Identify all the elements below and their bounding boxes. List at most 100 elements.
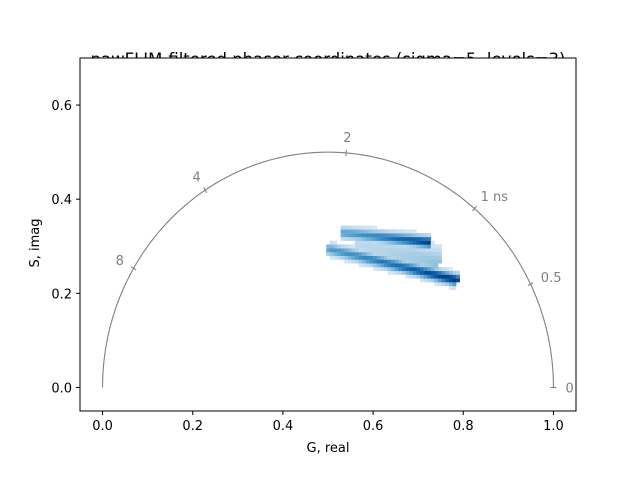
heatmap-cell xyxy=(434,255,439,260)
heatmap-cell xyxy=(405,229,410,234)
heatmap-cell xyxy=(405,248,410,253)
heatmap-cell xyxy=(427,251,432,256)
heatmap-cell xyxy=(430,255,435,260)
heatmap-cell xyxy=(423,233,428,238)
heatmap-cell xyxy=(409,233,414,238)
heatmap-cell xyxy=(369,263,374,268)
heatmap-cell xyxy=(409,251,414,256)
heatmap-cell xyxy=(355,255,359,260)
heatmap-cell xyxy=(358,244,363,249)
heatmap-cell xyxy=(355,251,359,256)
heatmap-cell xyxy=(398,248,403,253)
heatmap-cell xyxy=(416,266,421,272)
heatmap-cell xyxy=(405,236,410,241)
heatmap-cell xyxy=(456,274,460,279)
heatmap-cell xyxy=(434,266,439,272)
lifetime-tick xyxy=(472,205,477,212)
heatmap-cell xyxy=(391,244,396,249)
heatmap-cell xyxy=(405,263,410,268)
heatmap-cell xyxy=(376,266,381,272)
heatmap-cell xyxy=(401,236,406,241)
heatmap-cell xyxy=(434,244,439,249)
heatmap-cell xyxy=(355,259,359,264)
heatmap-cell xyxy=(434,278,439,283)
heatmap-cell xyxy=(351,248,356,253)
heatmap-cell xyxy=(452,274,457,279)
heatmap-cell xyxy=(329,248,334,253)
heatmap-cell xyxy=(391,236,396,241)
heatmap-cell xyxy=(434,259,439,264)
heatmap-cell xyxy=(398,266,403,272)
heatmap-cell xyxy=(452,278,457,283)
heatmap-cell xyxy=(358,263,363,268)
heatmap-cell xyxy=(344,225,349,230)
heatmap-cell xyxy=(394,259,399,264)
heatmap-cell xyxy=(423,266,428,272)
heatmap-cell xyxy=(326,251,331,256)
heatmap-cell xyxy=(347,255,352,260)
heatmap-cell xyxy=(409,270,414,275)
heatmap-cell xyxy=(419,244,424,249)
heatmap-cell xyxy=(438,259,442,264)
heatmap-cell xyxy=(438,282,442,287)
universal-circle: 0 0.5 1 ns 2 4 8 xyxy=(102,131,574,396)
heatmap-cell xyxy=(369,229,374,234)
heatmap-cell xyxy=(441,274,446,279)
heatmap-cell xyxy=(351,251,356,256)
heatmap-cell xyxy=(362,236,367,241)
heatmap-cell xyxy=(369,240,374,245)
heatmap-cell xyxy=(412,240,417,245)
heatmap-cell xyxy=(383,248,388,253)
heatmap-cell xyxy=(333,255,338,260)
heatmap-cell xyxy=(376,244,381,249)
heatmap-cell xyxy=(419,255,424,260)
heatmap-cell xyxy=(351,233,356,238)
heatmap-cell xyxy=(419,251,424,256)
heatmap-cell xyxy=(380,244,385,249)
heatmap-cell xyxy=(456,270,460,275)
heatmap-cell xyxy=(398,259,403,264)
heatmap-cell xyxy=(351,236,356,241)
heatmap-cell xyxy=(376,236,381,241)
heatmap-cell xyxy=(376,248,381,253)
heatmap-cell xyxy=(391,259,396,264)
lifetime-label: 1 ns xyxy=(481,190,509,205)
heatmap-cell xyxy=(430,251,435,256)
heatmap-cell xyxy=(412,248,417,253)
heatmap-cell xyxy=(355,229,359,234)
heatmap-cell xyxy=(438,270,442,275)
heatmap-cell xyxy=(416,236,421,241)
heatmap-cell xyxy=(380,263,385,268)
heatmap-cell xyxy=(376,240,381,245)
heatmap-cell xyxy=(387,236,392,241)
heatmap-cell xyxy=(373,233,377,238)
y-tick-label: 0.2 xyxy=(51,287,72,302)
heatmap-cell xyxy=(387,270,392,275)
lifetime-label: 4 xyxy=(192,171,200,186)
x-tick-label: 0.6 xyxy=(363,419,384,434)
heatmap-cell xyxy=(398,240,403,245)
heatmap-cell xyxy=(427,233,432,238)
heatmap-cell xyxy=(344,236,349,241)
heatmap-cell xyxy=(438,251,442,256)
heatmap-cell xyxy=(394,240,399,245)
heatmap-cell xyxy=(416,263,421,268)
heatmap-cell xyxy=(398,236,403,241)
heatmap-cell xyxy=(373,259,377,264)
lifetime-tick xyxy=(203,187,208,193)
heatmap-cell xyxy=(452,285,457,290)
heatmap-cell xyxy=(441,266,446,272)
heatmap-cell xyxy=(373,244,377,249)
heatmap-cell xyxy=(401,255,406,260)
y-tick-label: 0.6 xyxy=(51,99,72,114)
heatmap-cell xyxy=(401,270,406,275)
heatmap-cell xyxy=(337,244,341,249)
heatmap-cell xyxy=(412,233,417,238)
heatmap-cell xyxy=(383,233,388,238)
heatmap-cell xyxy=(358,236,363,241)
plot-frame xyxy=(79,57,577,412)
heatmap-cell xyxy=(423,274,428,279)
heatmap-cell xyxy=(409,240,414,245)
heatmap-cell xyxy=(412,236,417,241)
heatmap-cell xyxy=(369,233,374,238)
